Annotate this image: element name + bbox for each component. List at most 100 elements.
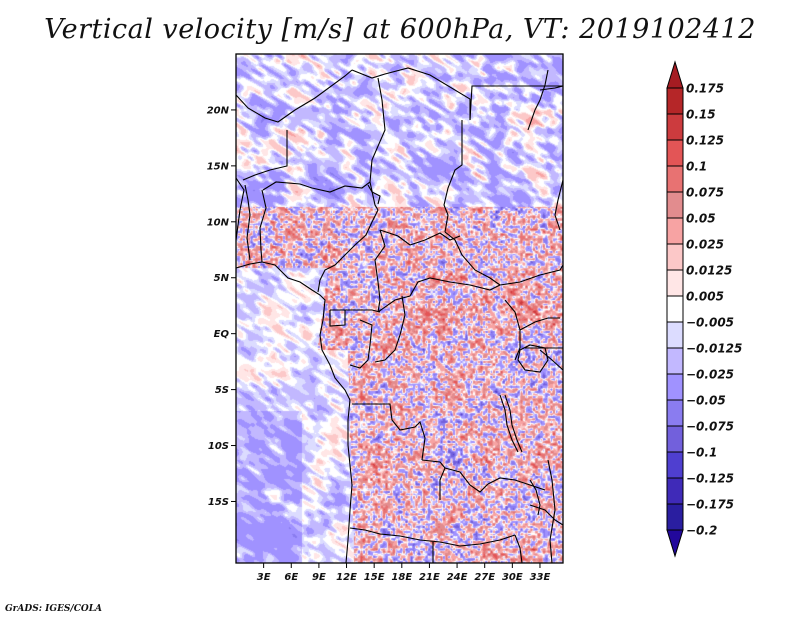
y-tick-label: EQ xyxy=(214,329,230,340)
x-tick-label: 33E xyxy=(530,572,551,583)
red-sea-coast xyxy=(527,69,549,131)
border-gabon-congo-south xyxy=(349,319,373,369)
y-tick-label: 10S xyxy=(208,441,229,452)
colorbar-label: 0.1 xyxy=(686,160,707,174)
colorbar-segment xyxy=(666,321,684,349)
border-tanzania-zambia xyxy=(487,477,546,491)
colorbar-segment xyxy=(666,425,684,453)
colorbar-label: 0.175 xyxy=(686,82,724,96)
colorbar-label: 0.05 xyxy=(686,212,716,226)
colorbar-label: −0.0125 xyxy=(686,342,742,356)
border-west-columns xyxy=(235,177,245,241)
colorbar-segment xyxy=(666,191,684,219)
colorbar-label: 0.025 xyxy=(686,238,724,252)
border-mali-niger xyxy=(242,130,288,181)
colorbar-label: 0.0125 xyxy=(686,264,732,278)
colorbar-label: 0.125 xyxy=(686,134,724,148)
vertical-velocity-field xyxy=(236,54,563,563)
border-uganda-drc xyxy=(504,299,521,361)
lake-malawi xyxy=(529,479,541,516)
y-tick-label: 15N xyxy=(207,161,230,172)
x-tick-label: 24E xyxy=(447,572,468,583)
x-tick-label: 9E xyxy=(312,572,326,583)
border-tanzania-kenya xyxy=(539,349,564,371)
border-angola-namibia xyxy=(349,527,441,543)
x-tick-label: 27E xyxy=(474,572,495,583)
colorbar-extend-max xyxy=(666,60,684,89)
grads-credit: GrADS: IGES/COLA xyxy=(5,604,103,614)
colorbar-segment xyxy=(666,243,684,271)
border-sudan-south xyxy=(499,264,564,286)
colorbar-segment xyxy=(666,373,684,401)
border-libya-niger-chad xyxy=(351,67,471,120)
border-cameroon-car xyxy=(374,229,386,313)
colorbar-label: −0.05 xyxy=(686,394,726,408)
lake-tanganyika-east xyxy=(504,394,523,453)
colorbar-label: 0.075 xyxy=(686,186,724,200)
colorbar-label: −0.125 xyxy=(686,472,734,486)
country-borders xyxy=(235,67,564,564)
border-algeria-niger xyxy=(235,69,353,123)
coastline-gulf-of-guinea xyxy=(235,261,353,564)
border-malawi xyxy=(547,459,556,564)
border-car-sudan xyxy=(444,231,501,286)
y-tick-label: 5N xyxy=(214,273,230,284)
border-libya-egypt-sudan xyxy=(469,85,563,121)
x-axis: 3E 6E 9E 12E 15E 18E 21E 24E 27E 30E 33E xyxy=(257,563,551,583)
colorbar-segment xyxy=(666,295,684,323)
border-gabon-congo xyxy=(329,309,346,327)
colorbar-label: 0.15 xyxy=(686,108,716,122)
colorbar-extend-min xyxy=(666,529,684,558)
colorbar-segment xyxy=(666,347,684,375)
colorbar-segment xyxy=(666,113,684,141)
colorbar-segment xyxy=(666,139,684,167)
lake-tanganyika xyxy=(499,394,519,453)
x-tick-label: 6E xyxy=(284,572,298,583)
border-uganda-kenya xyxy=(519,317,560,331)
border-zambia-zimbabwe xyxy=(439,534,516,547)
x-tick-label: 18E xyxy=(391,572,412,583)
y-axis: 20N 15N 10N 5N EQ 5S 10S 15S xyxy=(207,105,236,508)
border-niger-nigeria xyxy=(262,181,371,193)
border-zimbabwe-moz xyxy=(514,534,523,564)
border-sudan-egypt-east xyxy=(539,85,564,91)
colorbar-segment xyxy=(666,165,684,193)
border-drc-zambia xyxy=(444,467,489,493)
border-lake-chad xyxy=(367,184,381,205)
border-congo-drc xyxy=(374,295,406,363)
x-tick-label: 21E xyxy=(419,572,440,583)
border-chad-sudan xyxy=(443,120,463,233)
colorbar-label: −0.1 xyxy=(686,446,717,460)
lake-victoria xyxy=(517,344,549,373)
y-tick-label: 20N xyxy=(207,105,230,116)
x-tick-label: 3E xyxy=(257,572,271,583)
colorbar-label: 0.005 xyxy=(686,290,724,304)
border-benin-nigeria xyxy=(259,189,267,263)
border-eritrea xyxy=(554,179,564,231)
y-tick-label: 5S xyxy=(215,385,229,396)
border-nigeria-cameroon xyxy=(317,209,379,293)
border-chad-car xyxy=(379,229,461,246)
colorbar-label: −0.025 xyxy=(686,368,734,382)
y-tick-label: 10N xyxy=(207,217,230,228)
colorbar-segment xyxy=(666,477,684,505)
map-frame xyxy=(235,53,564,564)
colorbar-label: −0.005 xyxy=(686,316,734,330)
border-niger-chad xyxy=(369,77,386,211)
x-tick-label: 15E xyxy=(364,572,385,583)
chart-title: Vertical velocity [m/s] at 600hPa, VT: 2… xyxy=(44,14,756,45)
x-tick-label: 12E xyxy=(336,572,357,583)
colorbar-label: −0.175 xyxy=(686,498,734,512)
colorbar-segment xyxy=(666,87,684,115)
border-drc-angola-north xyxy=(352,403,426,461)
border-drc-angola-east xyxy=(421,459,446,500)
border-benin-togo xyxy=(244,184,251,261)
border-car-drc xyxy=(377,277,501,313)
border-cameroon-gabon xyxy=(345,309,381,313)
colorbar-segment xyxy=(666,269,684,297)
y-tick-label: 15S xyxy=(208,497,229,508)
colorbar: 0.175 0.15 0.125 0.1 0.075 0.05 0.025 0.0125 0.0… xyxy=(666,60,742,558)
colorbar-segment xyxy=(666,503,684,531)
colorbar-segment xyxy=(666,451,684,479)
